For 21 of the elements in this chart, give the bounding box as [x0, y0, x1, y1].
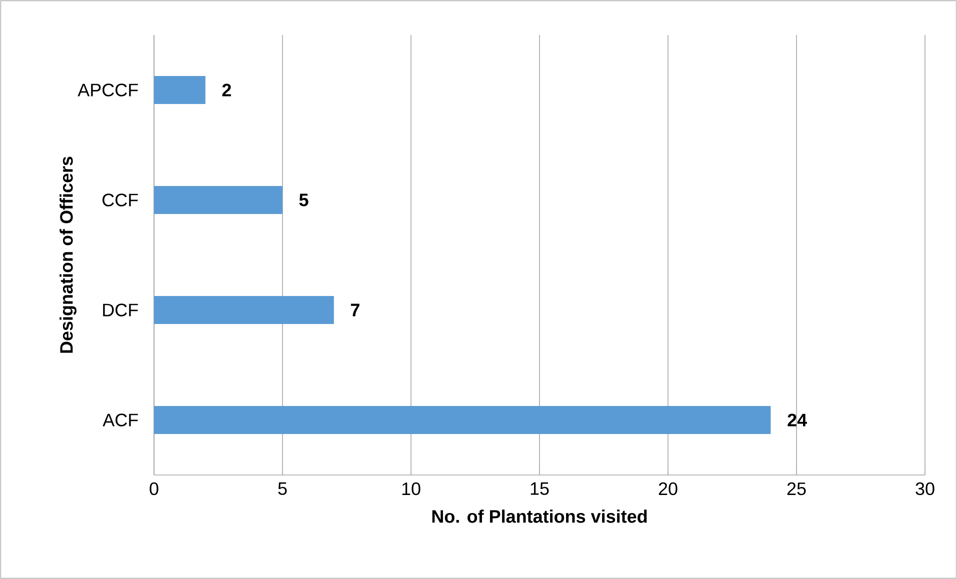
x-axis-title: No. of Plantations visited — [432, 510, 647, 523]
y-axis-title: Designation of Officers — [60, 156, 76, 353]
x-tick-label: 25 — [787, 482, 806, 496]
bar — [154, 296, 334, 324]
x-tick-label: 20 — [658, 482, 678, 496]
data-label: 24 — [788, 414, 807, 426]
x-tick-label: 5 — [278, 482, 287, 495]
bar — [154, 186, 283, 214]
x-tick-label: 0 — [150, 482, 158, 496]
y-tick-label: CCF — [102, 194, 138, 206]
y-tick-label: ACF — [102, 414, 138, 426]
data-label: 5 — [299, 194, 308, 206]
data-label: 7 — [350, 304, 360, 316]
bar — [154, 76, 206, 104]
x-tick-label: 15 — [530, 482, 549, 495]
x-tick-label: 30 — [916, 482, 934, 496]
y-tick-label: APCCF — [78, 84, 138, 96]
bar — [154, 406, 771, 434]
y-tick-label: DCF — [103, 304, 138, 316]
data-label: 2 — [222, 84, 231, 96]
x-tick-label: 10 — [402, 482, 420, 496]
